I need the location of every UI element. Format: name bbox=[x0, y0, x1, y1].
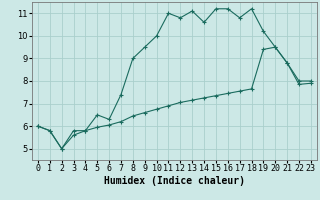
X-axis label: Humidex (Indice chaleur): Humidex (Indice chaleur) bbox=[104, 176, 245, 186]
